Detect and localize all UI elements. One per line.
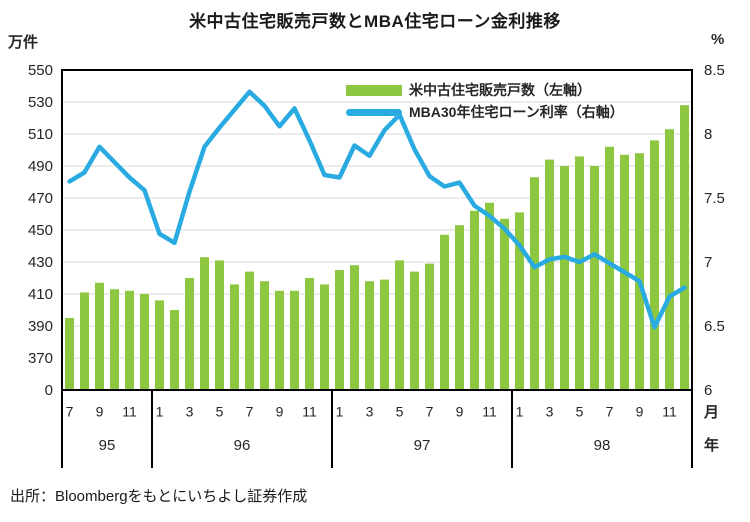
- x-month-tick: 7: [606, 404, 614, 420]
- y-left-tick: 470: [28, 190, 53, 207]
- bar-1997-03: [365, 281, 374, 390]
- y-left-tick: 450: [28, 222, 53, 239]
- bar-1998-09: [635, 153, 644, 390]
- bar-1996-12: [320, 284, 329, 390]
- x-month-tick: 11: [482, 404, 497, 420]
- legend-label-sales: 米中古住宅販売戸数（左軸）: [409, 82, 591, 98]
- y-right-tick: 8.5: [704, 62, 725, 79]
- x-month-tick: 7: [426, 404, 434, 420]
- bar-1996-03: [185, 278, 194, 390]
- legend: 米中古住宅販売戸数（左軸） MBA30年住宅ローン利率（右軸）: [346, 79, 624, 123]
- line-series-swatch: [346, 108, 402, 116]
- x-year-unit-label: 年: [704, 436, 719, 454]
- bar-1996-11: [305, 278, 314, 390]
- x-month-tick: 9: [96, 404, 104, 420]
- x-month-tick: 5: [576, 404, 584, 420]
- x-month-tick: 7: [246, 404, 254, 420]
- mortgage-rate-line: [67, 89, 687, 330]
- y-right-tick: 7: [704, 254, 712, 271]
- bar-1995-08: [80, 292, 89, 390]
- bar-1995-12: [140, 294, 149, 390]
- x-month-tick: 5: [396, 404, 404, 420]
- right-axis-unit-label: %: [711, 31, 725, 48]
- bar-1996-08: [260, 281, 269, 390]
- source-note: 出所：Bloombergをもとにいちよし証券作成: [10, 488, 308, 505]
- bar-1995-10: [110, 289, 119, 390]
- bar-1997-06: [410, 271, 419, 390]
- bar-1996-07: [245, 271, 254, 390]
- bar-1996-05: [215, 260, 224, 390]
- x-year-label: 98: [594, 437, 611, 454]
- bar-1997-04: [380, 279, 389, 390]
- chart-title: 米中古住宅販売戸数とMBA住宅ローン金利推移: [189, 12, 561, 31]
- x-year-label: 95: [99, 437, 116, 454]
- x-month-tick: 9: [456, 404, 464, 420]
- y-left-tick: 550: [28, 62, 53, 79]
- bar-1997-09: [455, 225, 464, 390]
- bar-1998-04: [560, 166, 569, 390]
- x-month-tick: 1: [156, 404, 164, 420]
- bar-1996-02: [170, 310, 179, 390]
- y-left-tick: 510: [28, 126, 53, 143]
- bar-1996-09: [275, 290, 284, 390]
- x-month-tick: 1: [516, 404, 524, 420]
- x-month-tick: 11: [122, 404, 137, 420]
- bar-1998-11: [665, 129, 674, 390]
- x-month-tick: 11: [662, 404, 677, 420]
- x-month-tick: 7: [66, 404, 74, 420]
- x-month-tick: 9: [276, 404, 284, 420]
- x-month-tick: 5: [216, 404, 224, 420]
- y-left-tick: 0: [45, 382, 53, 399]
- x-month-tick: 9: [636, 404, 644, 420]
- bar-1998-05: [575, 156, 584, 390]
- bar-1997-07: [425, 263, 434, 390]
- legend-label-rate: MBA30年住宅ローン利率（右軸）: [409, 104, 624, 120]
- y-left-tick: 430: [28, 254, 53, 271]
- bar-1998-06: [590, 166, 599, 390]
- bar-1997-02: [350, 265, 359, 390]
- bar-1998-10: [650, 140, 659, 390]
- y-left-tick: 530: [28, 94, 53, 111]
- y-left-tick: 370: [28, 350, 53, 367]
- left-axis-unit-label: 万件: [8, 34, 39, 51]
- x-year-label: 97: [414, 437, 431, 454]
- bar-1996-10: [290, 290, 299, 390]
- bar-series-swatch: [346, 84, 402, 96]
- x-month-tick: 3: [186, 404, 194, 420]
- plot-border: [61, 69, 693, 391]
- x-month-tick: 11: [302, 404, 317, 420]
- bar-1997-11: [485, 202, 494, 390]
- y-right-tick: 6.5: [704, 318, 725, 335]
- x-month-tick: 3: [366, 404, 374, 420]
- x-month-tick: 1: [336, 404, 344, 420]
- bar-1997-01: [335, 270, 344, 390]
- bar-1998-01: [515, 212, 524, 390]
- bar-1995-11: [125, 290, 134, 390]
- bar-1996-04: [200, 257, 209, 390]
- bar-1997-05: [395, 260, 404, 390]
- bar-1998-03: [545, 159, 554, 390]
- x-month-tick: 3: [546, 404, 554, 420]
- bar-1997-10: [470, 210, 479, 390]
- x-month-unit-label: 月: [703, 404, 719, 421]
- bar-1998-12: [680, 105, 689, 390]
- bar-1995-09: [95, 282, 104, 390]
- legend-item-rate: MBA30年住宅ローン利率（右軸）: [346, 101, 624, 123]
- bar-1998-07: [605, 146, 614, 390]
- y-left-tick: 490: [28, 158, 53, 175]
- bar-1997-12: [500, 218, 509, 390]
- y-right-tick: 8: [704, 126, 712, 143]
- y-left-tick: 410: [28, 286, 53, 303]
- bar-1997-08: [440, 234, 449, 390]
- y-left-tick: 390: [28, 318, 53, 335]
- y-right-tick: 7.5: [704, 190, 725, 207]
- bar-1995-07: [65, 318, 74, 390]
- y-right-tick: 6: [704, 382, 712, 399]
- x-year-label: 96: [234, 437, 251, 454]
- bar-1996-06: [230, 284, 239, 390]
- bar-1998-02: [530, 177, 539, 390]
- legend-item-sales: 米中古住宅販売戸数（左軸）: [346, 79, 624, 101]
- bar-1996-01: [155, 300, 164, 390]
